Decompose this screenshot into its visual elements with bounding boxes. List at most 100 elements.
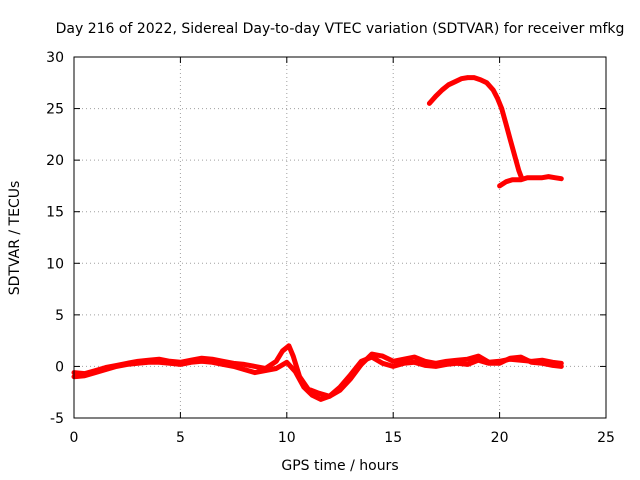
y-tick-label: 15	[46, 205, 64, 221]
data-point	[380, 361, 385, 366]
series-1	[71, 354, 564, 402]
data-point	[327, 394, 332, 399]
data-point	[491, 87, 496, 93]
data-point	[427, 101, 432, 106]
data-point	[380, 353, 385, 359]
data-point	[82, 373, 87, 378]
data-point	[359, 359, 364, 364]
data-point	[103, 367, 109, 372]
series-2	[426, 75, 525, 182]
data-point	[125, 362, 130, 367]
x-tick-label: 5	[176, 430, 185, 446]
data-point	[484, 80, 489, 86]
y-tick-label: 30	[46, 50, 64, 66]
data-point	[529, 360, 534, 365]
data-point	[516, 168, 521, 173]
data-point	[93, 370, 98, 375]
axis-ticks: 0 5 10 15 20 25 -5 0 5 10 15 20 25 30	[46, 50, 615, 446]
data-point	[316, 391, 321, 396]
data-point	[318, 397, 323, 402]
data-point	[231, 364, 236, 369]
data-point	[401, 361, 406, 366]
grid-lines	[74, 57, 606, 418]
data-point	[188, 360, 194, 365]
data-point	[559, 364, 564, 369]
data-point	[369, 354, 375, 360]
y-tick-label: 5	[55, 308, 64, 324]
data-point	[401, 357, 406, 362]
data-point	[274, 366, 279, 371]
data-point	[263, 368, 268, 373]
data-point	[465, 75, 470, 80]
data-point	[280, 348, 285, 354]
data-point	[391, 364, 396, 369]
data-point	[242, 367, 247, 372]
data-point	[471, 75, 477, 80]
data-point	[391, 359, 396, 364]
data-point	[293, 369, 298, 374]
data-point	[459, 76, 464, 81]
data-point	[412, 354, 417, 360]
data-point	[476, 358, 481, 363]
series-line	[497, 174, 564, 189]
data-point	[199, 359, 204, 364]
data-point	[178, 362, 183, 367]
data-point	[465, 357, 470, 362]
data-point	[525, 175, 530, 180]
plot-frame	[73, 56, 607, 419]
data-point	[220, 362, 226, 367]
x-axis-title: GPS time / hours	[281, 458, 398, 474]
data-point	[310, 393, 315, 398]
y-tick-label: -5	[50, 411, 64, 427]
x-tick-label: 10	[278, 430, 296, 446]
data-point	[286, 343, 292, 348]
y-tick-label: 10	[46, 256, 64, 272]
data-point	[518, 354, 524, 360]
data-point	[503, 179, 509, 184]
data-point	[433, 94, 438, 99]
data-point	[531, 175, 536, 180]
data-point	[454, 361, 460, 366]
data-point	[497, 361, 502, 366]
data-point	[446, 82, 451, 88]
data-point	[156, 360, 162, 365]
data-point	[284, 360, 289, 365]
y-axis-title: SDTVAR / TECUs	[7, 181, 23, 296]
data-point	[550, 363, 555, 368]
data-point	[486, 361, 492, 366]
data-series	[71, 75, 564, 402]
y-tick-label: 20	[46, 153, 64, 169]
data-point	[495, 96, 500, 101]
data-point	[503, 121, 509, 127]
data-point	[444, 362, 449, 367]
data-point	[337, 384, 343, 390]
data-point	[512, 152, 517, 158]
data-point	[508, 356, 513, 361]
x-tick-label: 25	[597, 430, 615, 446]
y-tick-label: 25	[46, 102, 64, 118]
data-point	[210, 360, 215, 365]
data-point	[508, 137, 513, 142]
data-point	[114, 364, 119, 369]
data-point	[242, 362, 247, 367]
data-point	[540, 175, 545, 180]
data-point	[452, 79, 458, 85]
data-point	[422, 363, 428, 368]
data-point	[274, 359, 279, 364]
data-point	[291, 353, 296, 359]
data-point	[518, 177, 524, 182]
data-point	[412, 360, 417, 365]
data-point	[478, 77, 483, 82]
data-point	[510, 177, 515, 182]
series-3	[497, 174, 564, 189]
data-point	[465, 362, 470, 367]
data-point	[252, 364, 258, 369]
data-point	[546, 174, 551, 179]
data-point	[476, 353, 481, 359]
data-point	[540, 361, 545, 366]
data-point	[167, 361, 172, 366]
data-point	[552, 175, 558, 180]
data-point	[499, 106, 504, 111]
